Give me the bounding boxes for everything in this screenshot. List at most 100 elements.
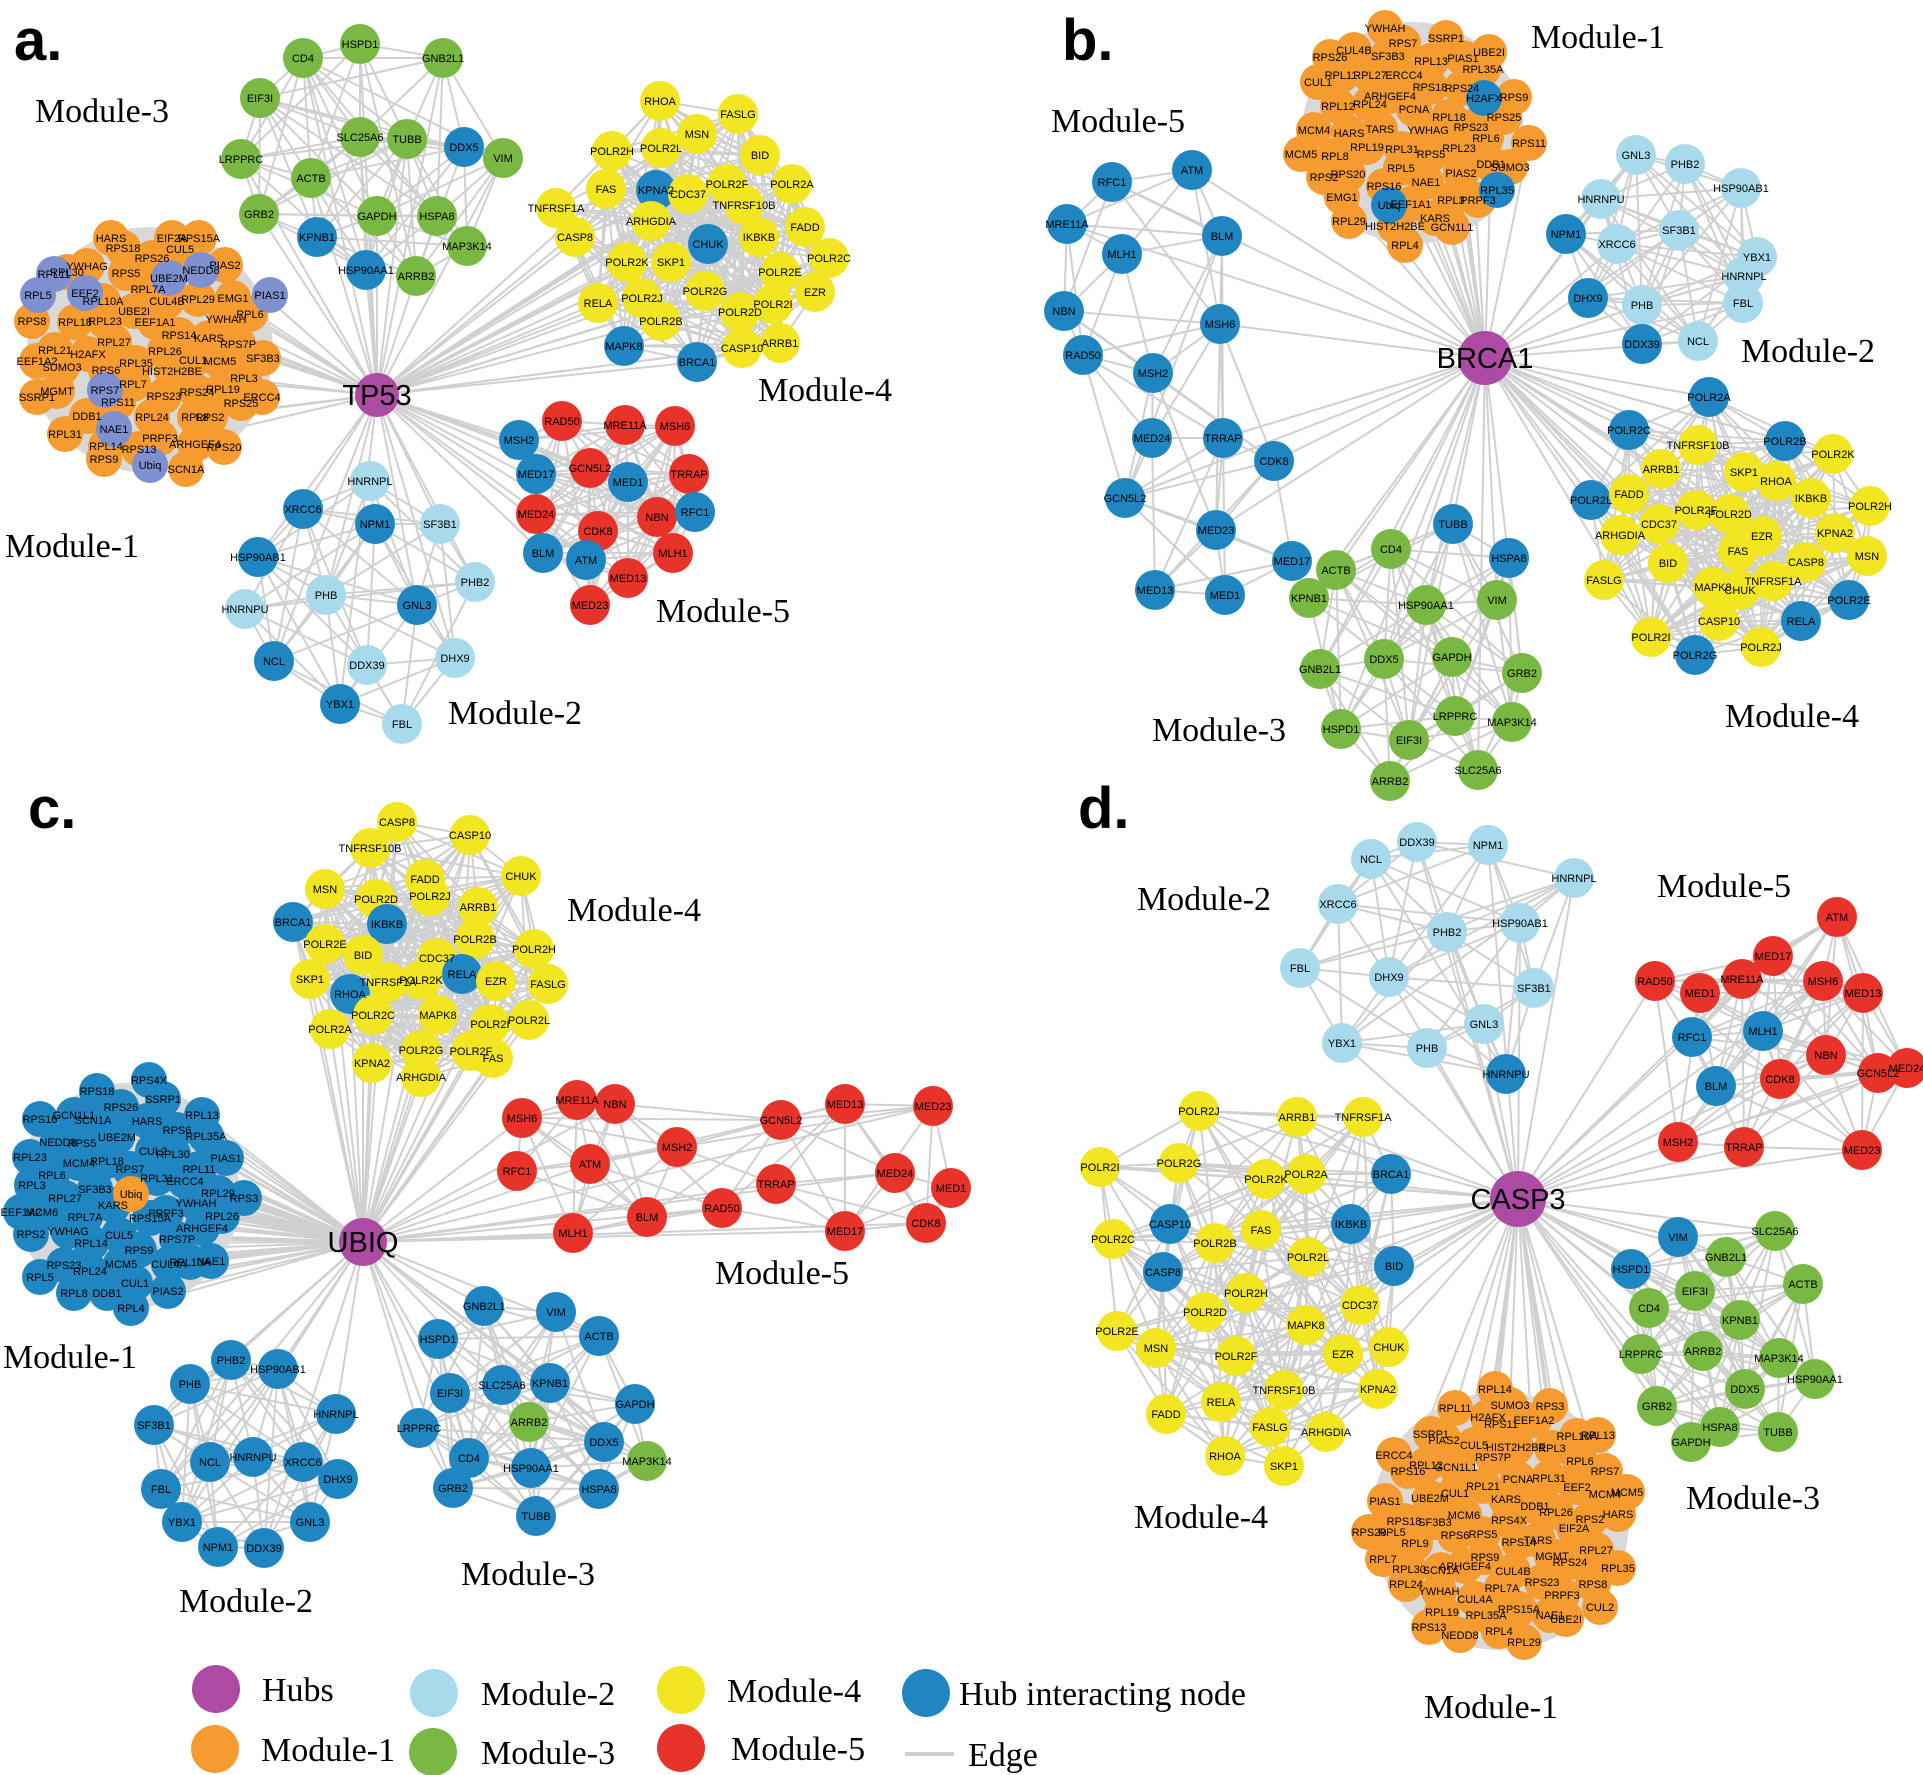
svg-text:CUL5: CUL5 bbox=[166, 244, 194, 256]
svg-text:RPL19: RPL19 bbox=[206, 384, 240, 396]
svg-text:EMG1: EMG1 bbox=[1326, 192, 1357, 204]
svg-text:GNL3: GNL3 bbox=[1470, 1019, 1499, 1031]
svg-text:MED23: MED23 bbox=[915, 1101, 952, 1113]
svg-text:CUL4B: CUL4B bbox=[149, 296, 184, 308]
svg-text:NCL: NCL bbox=[1360, 854, 1382, 866]
svg-text:SSRP1: SSRP1 bbox=[19, 392, 55, 404]
svg-text:POLR2L: POLR2L bbox=[508, 1015, 550, 1027]
svg-text:RPL27: RPL27 bbox=[97, 337, 131, 349]
svg-text:CHUK: CHUK bbox=[505, 871, 537, 883]
svg-text:HNRNPU: HNRNPU bbox=[221, 604, 268, 616]
svg-text:POLR2C: POLR2C bbox=[807, 253, 851, 265]
svg-text:EIF3I: EIF3I bbox=[247, 93, 273, 105]
svg-text:Module-5: Module-5 bbox=[656, 593, 790, 630]
svg-text:RPS7: RPS7 bbox=[1389, 38, 1418, 50]
svg-text:RELA: RELA bbox=[448, 969, 477, 981]
svg-text:RPL10A: RPL10A bbox=[1557, 1431, 1599, 1443]
svg-text:RPS25: RPS25 bbox=[224, 398, 259, 410]
svg-text:FASLG: FASLG bbox=[1252, 1422, 1287, 1434]
svg-text:SUMO3: SUMO3 bbox=[1490, 162, 1529, 174]
svg-text:Module-3: Module-3 bbox=[461, 1556, 595, 1593]
svg-text:POLR2K: POLR2K bbox=[1811, 449, 1855, 461]
svg-text:SKP1: SKP1 bbox=[657, 257, 685, 269]
svg-text:RPL11: RPL11 bbox=[38, 269, 71, 281]
svg-text:ACTB: ACTB bbox=[1321, 565, 1350, 577]
svg-text:TUBB: TUBB bbox=[521, 1511, 550, 1523]
svg-text:BID: BID bbox=[1659, 558, 1677, 570]
svg-text:MED17: MED17 bbox=[1274, 556, 1311, 568]
svg-text:PHB: PHB bbox=[315, 590, 338, 602]
svg-text:RPL23: RPL23 bbox=[88, 316, 122, 328]
svg-text:CHUK: CHUK bbox=[692, 239, 724, 251]
svg-text:Module-4: Module-4 bbox=[727, 1673, 861, 1710]
svg-text:POLR2H: POLR2H bbox=[590, 146, 634, 158]
svg-text:CUL1: CUL1 bbox=[1304, 77, 1332, 89]
svg-text:GNB2L1: GNB2L1 bbox=[1705, 1252, 1747, 1264]
svg-text:EZR: EZR bbox=[1751, 531, 1773, 543]
svg-text:RPL11: RPL11 bbox=[1325, 70, 1358, 82]
svg-text:LRPPRC: LRPPRC bbox=[219, 154, 264, 166]
svg-text:GNB2L1: GNB2L1 bbox=[1299, 664, 1341, 676]
svg-text:ATM: ATM bbox=[579, 1159, 601, 1171]
svg-text:RPL3: RPL3 bbox=[1437, 195, 1465, 207]
svg-text:GAPDH: GAPDH bbox=[615, 1399, 654, 1411]
svg-text:HNRNPU: HNRNPU bbox=[229, 1452, 276, 1464]
svg-text:POLR2C: POLR2C bbox=[351, 1010, 395, 1022]
svg-text:RFC1: RFC1 bbox=[1678, 1032, 1707, 1044]
svg-text:XRCC6: XRCC6 bbox=[284, 504, 321, 516]
svg-text:RHOA: RHOA bbox=[1760, 476, 1792, 488]
svg-text:CDC37: CDC37 bbox=[1342, 1300, 1378, 1312]
svg-text:RPS6: RPS6 bbox=[163, 1125, 192, 1137]
svg-text:SLC25A6: SLC25A6 bbox=[478, 1380, 525, 1392]
svg-text:RPS7: RPS7 bbox=[116, 1164, 145, 1176]
svg-text:HNRNPL: HNRNPL bbox=[1721, 271, 1766, 283]
svg-text:RPL7A: RPL7A bbox=[131, 284, 167, 296]
svg-text:RPS3: RPS3 bbox=[230, 1193, 259, 1205]
svg-text:HNRNPL: HNRNPL bbox=[313, 1409, 358, 1421]
svg-text:VIM: VIM bbox=[493, 153, 513, 165]
svg-text:KPNA2: KPNA2 bbox=[638, 185, 674, 197]
svg-text:FAS: FAS bbox=[1251, 1225, 1272, 1237]
svg-text:RPS23: RPS23 bbox=[47, 1260, 82, 1272]
svg-text:DDX5: DDX5 bbox=[1369, 654, 1398, 666]
svg-text:TNFRSF10B: TNFRSF10B bbox=[713, 200, 776, 212]
svg-text:SSRP1: SSRP1 bbox=[1413, 1429, 1449, 1441]
svg-text:H2AFX: H2AFX bbox=[1466, 93, 1502, 105]
svg-text:DHX9: DHX9 bbox=[1573, 293, 1602, 305]
svg-text:DDX39: DDX39 bbox=[1399, 837, 1434, 849]
svg-text:Module-4: Module-4 bbox=[567, 892, 701, 929]
svg-text:RPL7: RPL7 bbox=[119, 379, 147, 391]
svg-text:Hub interacting node: Hub interacting node bbox=[959, 1676, 1246, 1713]
svg-text:BRCA1: BRCA1 bbox=[1437, 343, 1534, 375]
svg-text:VIM: VIM bbox=[1487, 595, 1507, 607]
svg-text:KARS: KARS bbox=[1420, 213, 1450, 225]
svg-text:RPL5: RPL5 bbox=[1387, 163, 1415, 175]
svg-text:VIM: VIM bbox=[1668, 1232, 1688, 1244]
svg-text:RPL8: RPL8 bbox=[60, 1288, 88, 1300]
svg-text:RPL31: RPL31 bbox=[140, 1173, 174, 1185]
svg-text:TNFRSF1A: TNFRSF1A bbox=[360, 977, 418, 989]
svg-text:ATM: ATM bbox=[1826, 912, 1848, 924]
svg-text:MLH1: MLH1 bbox=[1748, 1026, 1777, 1038]
svg-text:CUL2: CUL2 bbox=[1586, 1602, 1614, 1614]
svg-text:MCM6: MCM6 bbox=[1448, 1510, 1480, 1522]
svg-text:ATM: ATM bbox=[575, 555, 597, 567]
svg-text:MRE11A: MRE11A bbox=[603, 420, 647, 432]
svg-text:TNFRSF10B: TNFRSF10B bbox=[1667, 440, 1730, 452]
svg-text:RPL14: RPL14 bbox=[89, 441, 123, 453]
svg-text:CUL4B: CUL4B bbox=[1336, 45, 1371, 57]
svg-text:TNFRSF10B: TNFRSF10B bbox=[339, 843, 402, 855]
svg-text:TUBB: TUBB bbox=[1438, 519, 1467, 531]
svg-text:HARS: HARS bbox=[1603, 1509, 1634, 1521]
svg-text:HSP90AA1: HSP90AA1 bbox=[503, 1463, 559, 1475]
svg-text:Ubiq: Ubiq bbox=[1378, 200, 1401, 212]
svg-text:MSH2: MSH2 bbox=[662, 1142, 693, 1154]
svg-text:EEF2: EEF2 bbox=[1563, 1482, 1591, 1494]
svg-text:RPS9: RPS9 bbox=[90, 454, 119, 466]
svg-text:DHX9: DHX9 bbox=[440, 653, 469, 665]
svg-text:ARRB2: ARRB2 bbox=[1685, 1346, 1722, 1358]
svg-text:RPS9: RPS9 bbox=[125, 1245, 154, 1257]
svg-text:RPL27: RPL27 bbox=[1579, 1545, 1613, 1557]
svg-text:MED13: MED13 bbox=[827, 1099, 864, 1111]
svg-text:GCN1L1: GCN1L1 bbox=[1431, 222, 1474, 234]
